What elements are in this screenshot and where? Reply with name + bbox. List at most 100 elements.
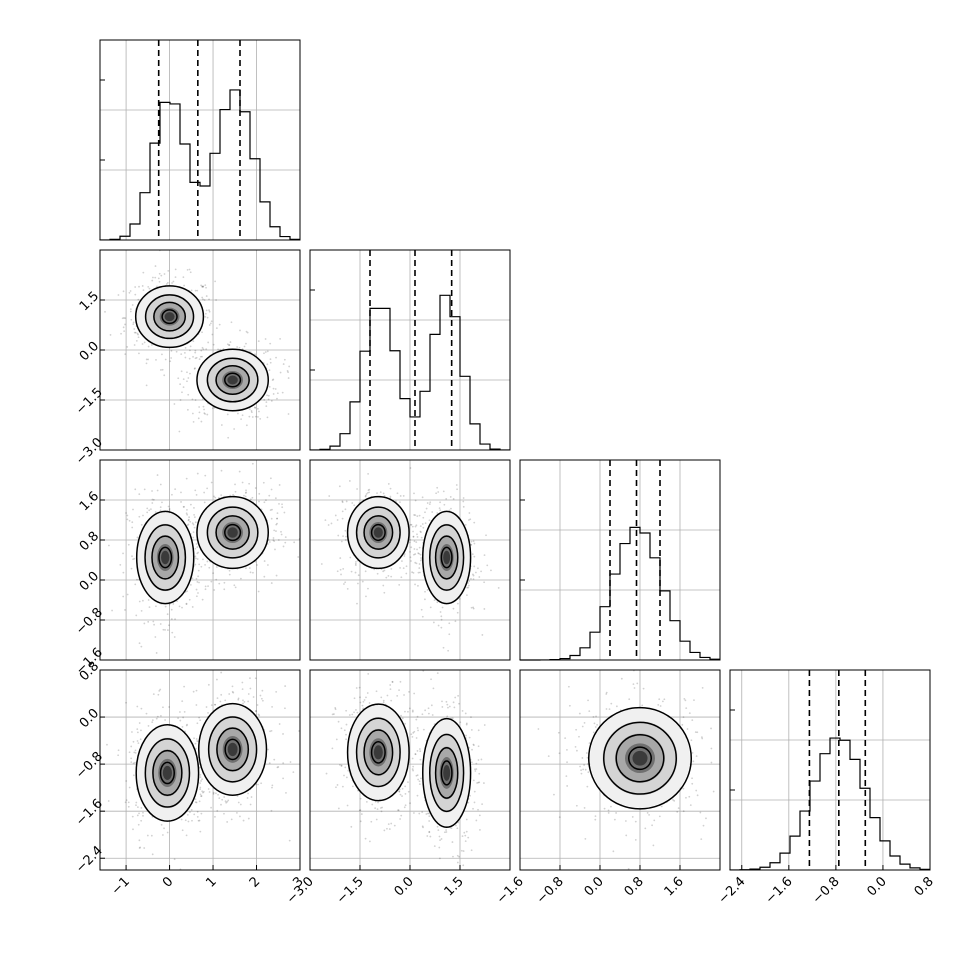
scatter-point: [214, 815, 216, 818]
x-tick-label: −1.6: [494, 874, 527, 907]
scatter-point: [123, 330, 126, 333]
scatter-point: [257, 590, 260, 593]
scatter-point: [575, 728, 578, 731]
contour-line: [440, 546, 453, 569]
x-tick-label: −2.4: [716, 874, 749, 907]
scatter-point: [224, 800, 227, 803]
scatter-point: [601, 663, 603, 665]
scatter-point: [268, 369, 271, 372]
scatter-point: [135, 804, 137, 807]
scatter-point: [158, 272, 161, 275]
scatter-point: [345, 776, 348, 779]
scatter-point: [447, 649, 450, 652]
scatter-point: [145, 712, 148, 715]
scatter-point: [345, 733, 347, 736]
scatter-point: [186, 380, 188, 383]
scatter-point: [266, 416, 269, 419]
scatter-point: [200, 795, 203, 797]
scatter-point: [459, 721, 462, 724]
scatter-point: [367, 587, 369, 590]
scatter-point: [181, 391, 183, 394]
scatter-point: [239, 815, 241, 818]
scatter-point: [207, 711, 209, 714]
scatter-point: [201, 286, 204, 288]
scatter-point: [269, 361, 272, 364]
scatter-point: [624, 820, 627, 822]
scatter-point: [477, 808, 479, 811]
scatter-point: [179, 383, 182, 386]
scatter-point: [185, 724, 188, 727]
scatter-point: [239, 329, 241, 332]
scatter-point: [412, 769, 414, 772]
scatter-point: [419, 559, 422, 562]
scatter-point: [292, 771, 295, 774]
scatter-point: [456, 861, 459, 864]
scatter-point: [234, 483, 236, 486]
scatter-point: [282, 545, 285, 548]
scatter-point: [258, 500, 260, 503]
scatter-point: [456, 488, 458, 491]
scatter-point: [418, 748, 421, 750]
scatter-point: [153, 623, 155, 626]
scatter-point: [404, 710, 406, 713]
scatter-point: [456, 854, 459, 857]
scatter-point: [274, 548, 276, 551]
scatter-point: [436, 672, 439, 674]
scatter-point: [126, 514, 129, 517]
scatter-point: [419, 571, 421, 574]
scatter-point: [474, 770, 477, 772]
scatter-point: [364, 494, 367, 497]
scatter-point: [194, 399, 197, 401]
scatter-point: [458, 855, 460, 858]
scatter-point: [140, 609, 143, 612]
scatter-point: [261, 689, 264, 692]
scatter-point: [192, 536, 195, 539]
scatter-point: [401, 787, 404, 790]
scatter-point: [441, 700, 443, 703]
scatter-point: [260, 697, 263, 700]
scatter-point: [272, 387, 275, 390]
scatter-point: [158, 689, 161, 692]
scatter-point: [158, 280, 161, 283]
contour-line: [370, 741, 386, 764]
scatter-point: [205, 348, 208, 351]
scatter-point: [215, 299, 217, 301]
scatter-point: [159, 688, 162, 691]
scatter-point: [416, 794, 419, 797]
scatter-point: [143, 341, 146, 344]
scatter-point: [584, 837, 587, 840]
scatter-point: [196, 722, 199, 725]
scatter-point: [183, 505, 185, 508]
scatter-point: [189, 811, 191, 814]
scatter-point: [202, 285, 205, 288]
scatter-point: [588, 742, 591, 745]
scatter-point: [691, 777, 693, 780]
scatter-point: [196, 289, 199, 292]
scatter-point: [200, 780, 202, 782]
scatter-point: [376, 808, 379, 811]
hist-panel-2: [519, 459, 721, 661]
scatter-point: [212, 791, 215, 794]
scatter-point: [426, 502, 429, 504]
scatter-point: [445, 497, 448, 500]
scatter-point: [285, 791, 287, 794]
scatter-point: [194, 289, 197, 292]
x-tick-label: 0.0: [865, 874, 890, 899]
scatter-point: [198, 819, 201, 822]
scatter-point: [150, 508, 152, 511]
scatter-point: [150, 834, 153, 837]
scatter-point: [197, 551, 200, 554]
scatter-point: [241, 688, 244, 691]
scatter-point: [249, 571, 252, 574]
scatter-point: [188, 357, 191, 360]
scatter-point: [607, 812, 610, 814]
scatter-point: [137, 336, 140, 339]
scatter-point: [228, 344, 231, 346]
scatter-point: [207, 683, 210, 686]
scatter-point: [125, 780, 128, 782]
scatter-point: [412, 535, 415, 538]
scatter-point: [282, 363, 285, 365]
contour-line: [152, 749, 183, 797]
scatter-point: [167, 629, 169, 631]
scatter-point: [140, 729, 142, 732]
